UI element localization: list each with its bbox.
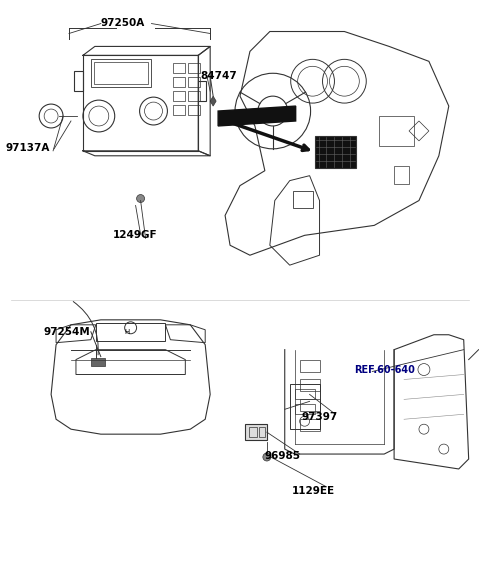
Circle shape	[137, 194, 144, 203]
Bar	[188, 77, 200, 87]
Text: 96985: 96985	[265, 451, 301, 461]
Polygon shape	[218, 106, 296, 126]
Text: 97250A: 97250A	[101, 17, 145, 27]
Bar	[295, 389, 314, 399]
Bar	[173, 63, 185, 73]
Bar	[91, 357, 105, 365]
Bar	[173, 91, 185, 101]
Text: 97254M: 97254M	[43, 327, 90, 337]
Bar	[96, 323, 166, 340]
Bar	[249, 427, 257, 437]
Bar	[94, 62, 147, 84]
Bar	[300, 360, 320, 371]
Text: 84747: 84747	[200, 71, 237, 81]
Text: 1129EE: 1129EE	[292, 486, 335, 496]
Bar	[290, 385, 320, 429]
Bar	[300, 419, 320, 431]
Text: 97137A: 97137A	[5, 143, 50, 153]
Bar	[379, 116, 414, 146]
Bar	[314, 136, 356, 168]
Bar	[188, 105, 200, 115]
Bar	[394, 166, 409, 184]
Circle shape	[263, 453, 271, 461]
Bar	[245, 424, 267, 440]
Bar	[173, 105, 185, 115]
Polygon shape	[210, 96, 216, 106]
Bar	[295, 404, 314, 414]
Bar	[300, 399, 320, 411]
Bar	[293, 190, 312, 208]
Bar	[188, 91, 200, 101]
Text: 97397: 97397	[301, 412, 338, 423]
Text: REF.60-640: REF.60-640	[354, 364, 415, 375]
Bar	[188, 63, 200, 73]
Text: H: H	[124, 329, 129, 335]
Bar	[300, 379, 320, 392]
Bar	[173, 77, 185, 87]
Bar	[91, 59, 151, 87]
Bar	[259, 427, 265, 437]
Text: 1249GF: 1249GF	[113, 230, 157, 240]
